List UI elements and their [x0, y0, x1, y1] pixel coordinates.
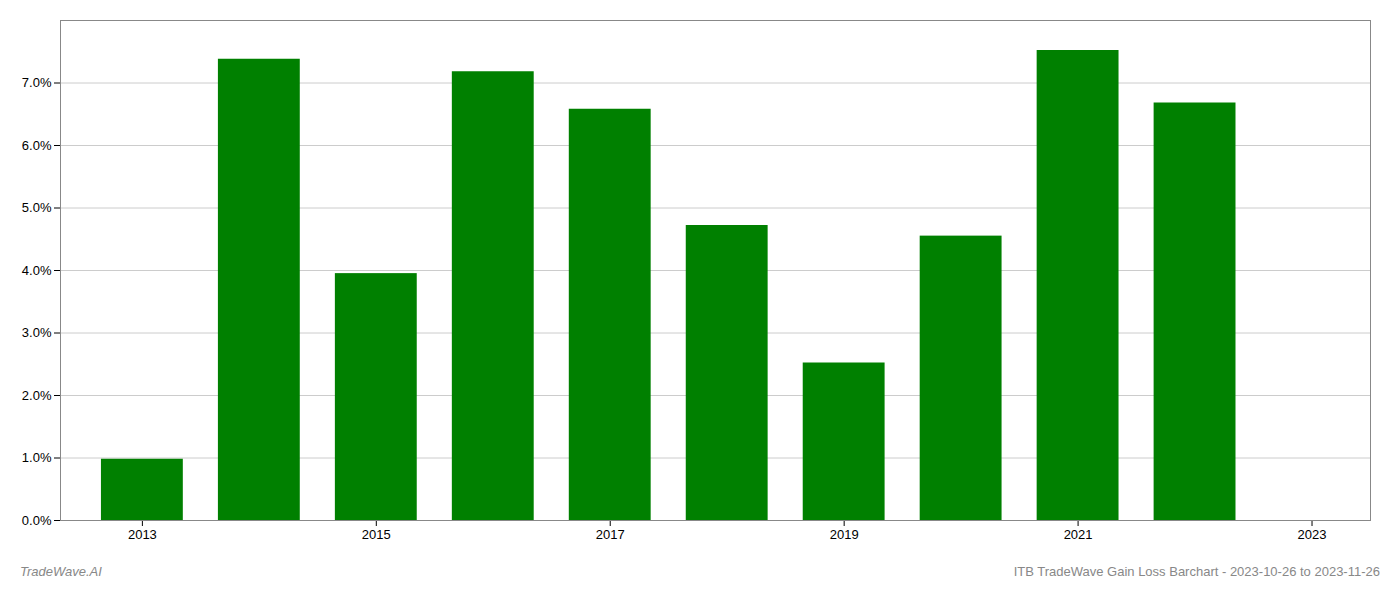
- svg-text:2013: 2013: [128, 527, 157, 542]
- html-text:ITB TradeWave Gain Loss Barcha: ITB TradeWave Gain Loss Barchart - 2023-…: [1013, 564, 1380, 579]
- svg-text:2017: 2017: [596, 527, 625, 542]
- svg-text:2015: 2015: [362, 527, 391, 542]
- svg-text:2019: 2019: [830, 527, 859, 542]
- html-text:TradeWave.AI: TradeWave.AI: [20, 564, 102, 579]
- svg-text:2023: 2023: [1298, 527, 1327, 542]
- svg-text:1.0%: 1.0%: [22, 450, 52, 465]
- svg-text:7.0%: 7.0%: [22, 75, 52, 90]
- svg-text:4.0%: 4.0%: [22, 263, 52, 278]
- svg-text:6.0%: 6.0%: [22, 138, 52, 153]
- svg-text:2021: 2021: [1064, 527, 1093, 542]
- svg-text:5.0%: 5.0%: [22, 200, 52, 215]
- svg-text:0.0%: 0.0%: [22, 513, 52, 528]
- svg-text:2.0%: 2.0%: [22, 388, 52, 403]
- svg-text:3.0%: 3.0%: [22, 325, 52, 340]
